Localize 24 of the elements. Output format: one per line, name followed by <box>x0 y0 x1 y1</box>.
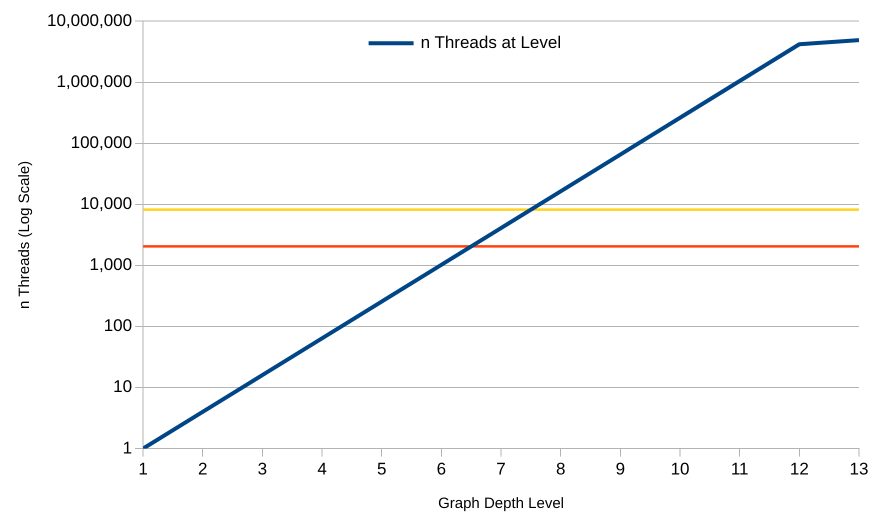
legend-label: n Threads at Level <box>420 32 562 52</box>
y-tick-label: 1,000,000 <box>56 72 132 91</box>
y-tick-label: 10,000,000 <box>46 10 132 30</box>
x-tick-label: 4 <box>317 459 327 478</box>
x-tick-label: 3 <box>258 459 268 478</box>
y-tick-label: 100,000 <box>70 133 132 152</box>
x-tick-label: 6 <box>436 459 446 478</box>
x-tick-label: 12 <box>790 459 809 478</box>
y-tick-label: 10,000 <box>80 194 132 214</box>
y-tick-label: 100 <box>104 316 132 336</box>
x-tick-label: 1 <box>138 459 148 478</box>
x-tick-label: 5 <box>376 459 386 478</box>
x-tick-label: 9 <box>616 459 626 478</box>
y-axis-title: n Threads (Log Scale) <box>16 160 34 309</box>
y-tick-label: 1 <box>122 438 132 458</box>
x-axis-title: Graph Depth Level <box>438 495 564 512</box>
x-tick-label: 2 <box>198 459 208 478</box>
y-tick-label: 1,000 <box>90 255 132 274</box>
y-tick-label: 10 <box>113 377 132 396</box>
x-tick-label: 10 <box>670 459 690 478</box>
x-tick-label: 11 <box>730 459 749 478</box>
x-tick-label: 8 <box>556 459 566 478</box>
x-tick-label: 13 <box>850 459 868 478</box>
x-tick-label: 7 <box>496 459 506 478</box>
